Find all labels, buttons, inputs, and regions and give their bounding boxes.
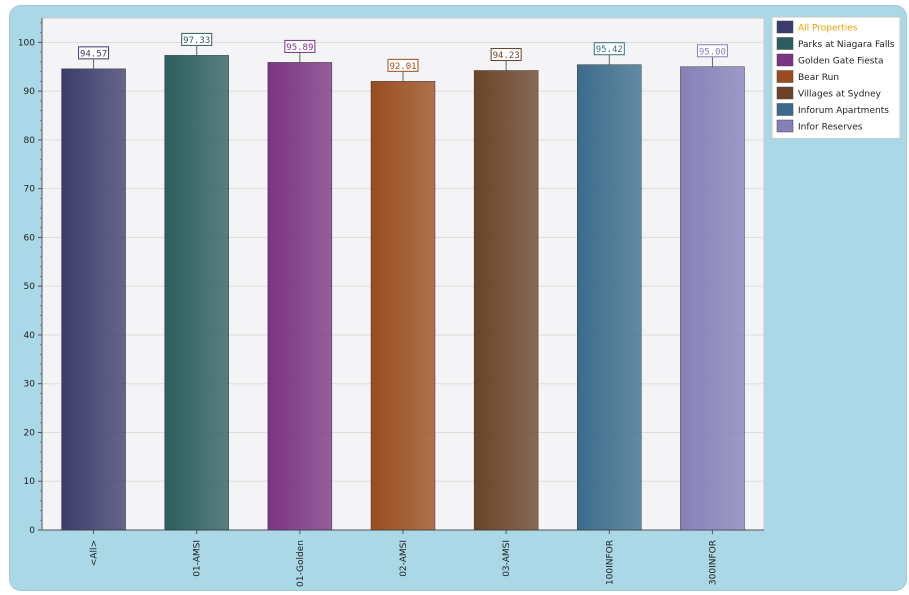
x-axis: <All> 01-AMSI 01-Golden 02-AMSI 03-AMSI 100IN…	[42, 529, 764, 587]
legend-label: Infor Reserves	[798, 123, 863, 133]
data-label-box	[78, 46, 110, 60]
x-tick-label: 300INFOR	[708, 540, 718, 585]
legend-label: Bear Run	[798, 73, 839, 83]
x-tick-label: 100INFOR	[605, 540, 615, 585]
data-label-box	[181, 32, 213, 46]
y-tick-label: 60	[24, 233, 36, 243]
legend-box	[771, 16, 901, 139]
data-label-box	[284, 39, 316, 53]
y-tick-label: 0	[29, 526, 35, 536]
legend-item[interactable]: Bear Run	[776, 70, 839, 84]
legend-item[interactable]: Parks at Niagara Falls	[776, 37, 895, 51]
data-label: 94.57	[80, 49, 107, 59]
bar[interactable]	[577, 64, 642, 531]
legend-label: Golden Gate Fiesta	[798, 57, 884, 67]
legend-swatch	[776, 53, 794, 67]
legend-swatch	[776, 86, 794, 100]
data-label: 95.89	[286, 43, 313, 53]
x-tick-label: 01-AMSI	[193, 540, 203, 577]
y-tick-label: 10	[24, 477, 36, 487]
legend-item[interactable]: Golden Gate Fiesta	[776, 53, 884, 67]
data-label: 92.01	[389, 62, 416, 72]
legend-label: All Properties	[798, 24, 858, 34]
bar[interactable]	[267, 62, 333, 531]
bar[interactable]	[680, 66, 745, 531]
x-tick-label: 02-AMSI	[399, 540, 409, 577]
data-label-box	[696, 44, 728, 58]
legend-label: Inforum Apartments	[798, 106, 889, 116]
chart-frame: 0 10 20 30 40 50 60 70 80 90 100 <All> 01-AMSI 01-Go…	[9, 5, 907, 591]
bar[interactable]	[164, 55, 229, 531]
bar[interactable]	[370, 81, 436, 531]
y-tick-label: 90	[24, 87, 36, 97]
legend[interactable]: All Properties Parks at Niagara Falls Gold…	[771, 16, 901, 139]
legend-item[interactable]: Inforum Apartments	[776, 103, 889, 117]
legend-item[interactable]: Villages at Sydney	[776, 86, 882, 100]
data-label-box	[593, 42, 625, 56]
y-tick-label: 30	[24, 380, 36, 390]
legend-swatch	[776, 103, 794, 116]
y-tick-label: 80	[24, 136, 36, 146]
legend-swatch	[776, 70, 794, 83]
y-tick-label: 70	[24, 185, 36, 195]
bars	[61, 55, 745, 531]
y-tick-label: 50	[24, 282, 36, 292]
data-label: 97.33	[183, 36, 210, 46]
data-labels: 94.57 97.33 95.89 92.01 94.23 95.42 95.00	[78, 32, 728, 82]
legend-swatch	[776, 119, 794, 133]
legend-swatch	[776, 20, 794, 34]
x-tick-label: 01-Golden	[296, 540, 306, 587]
bar-chart: 0 10 20 30 40 50 60 70 80 90 100 <All> 01-AMSI 01-Go…	[18, 16, 901, 587]
bar[interactable]	[473, 70, 539, 531]
y-tick-label: 100	[18, 38, 35, 48]
legend-label: Villages at Sydney	[798, 90, 882, 100]
legend-swatch	[776, 37, 794, 50]
y-tick-label: 40	[24, 331, 36, 341]
data-label: 95.42	[596, 45, 623, 55]
data-label: 95.00	[699, 47, 726, 57]
x-tick-label: 03-AMSI	[502, 540, 512, 577]
y-tick-label: 20	[24, 428, 36, 438]
data-label-box	[490, 48, 522, 62]
legend-item[interactable]: All Properties	[776, 20, 858, 34]
x-tick-label: <All>	[90, 540, 100, 566]
data-label-box	[387, 58, 419, 72]
legend-label: Parks at Niagara Falls	[798, 40, 895, 50]
bar[interactable]	[61, 68, 126, 531]
data-label: 94.23	[493, 51, 520, 61]
legend-item[interactable]: Infor Reserves	[776, 119, 863, 133]
y-axis: 0 10 20 30 40 50 60 70 80 90 100	[18, 18, 43, 536]
